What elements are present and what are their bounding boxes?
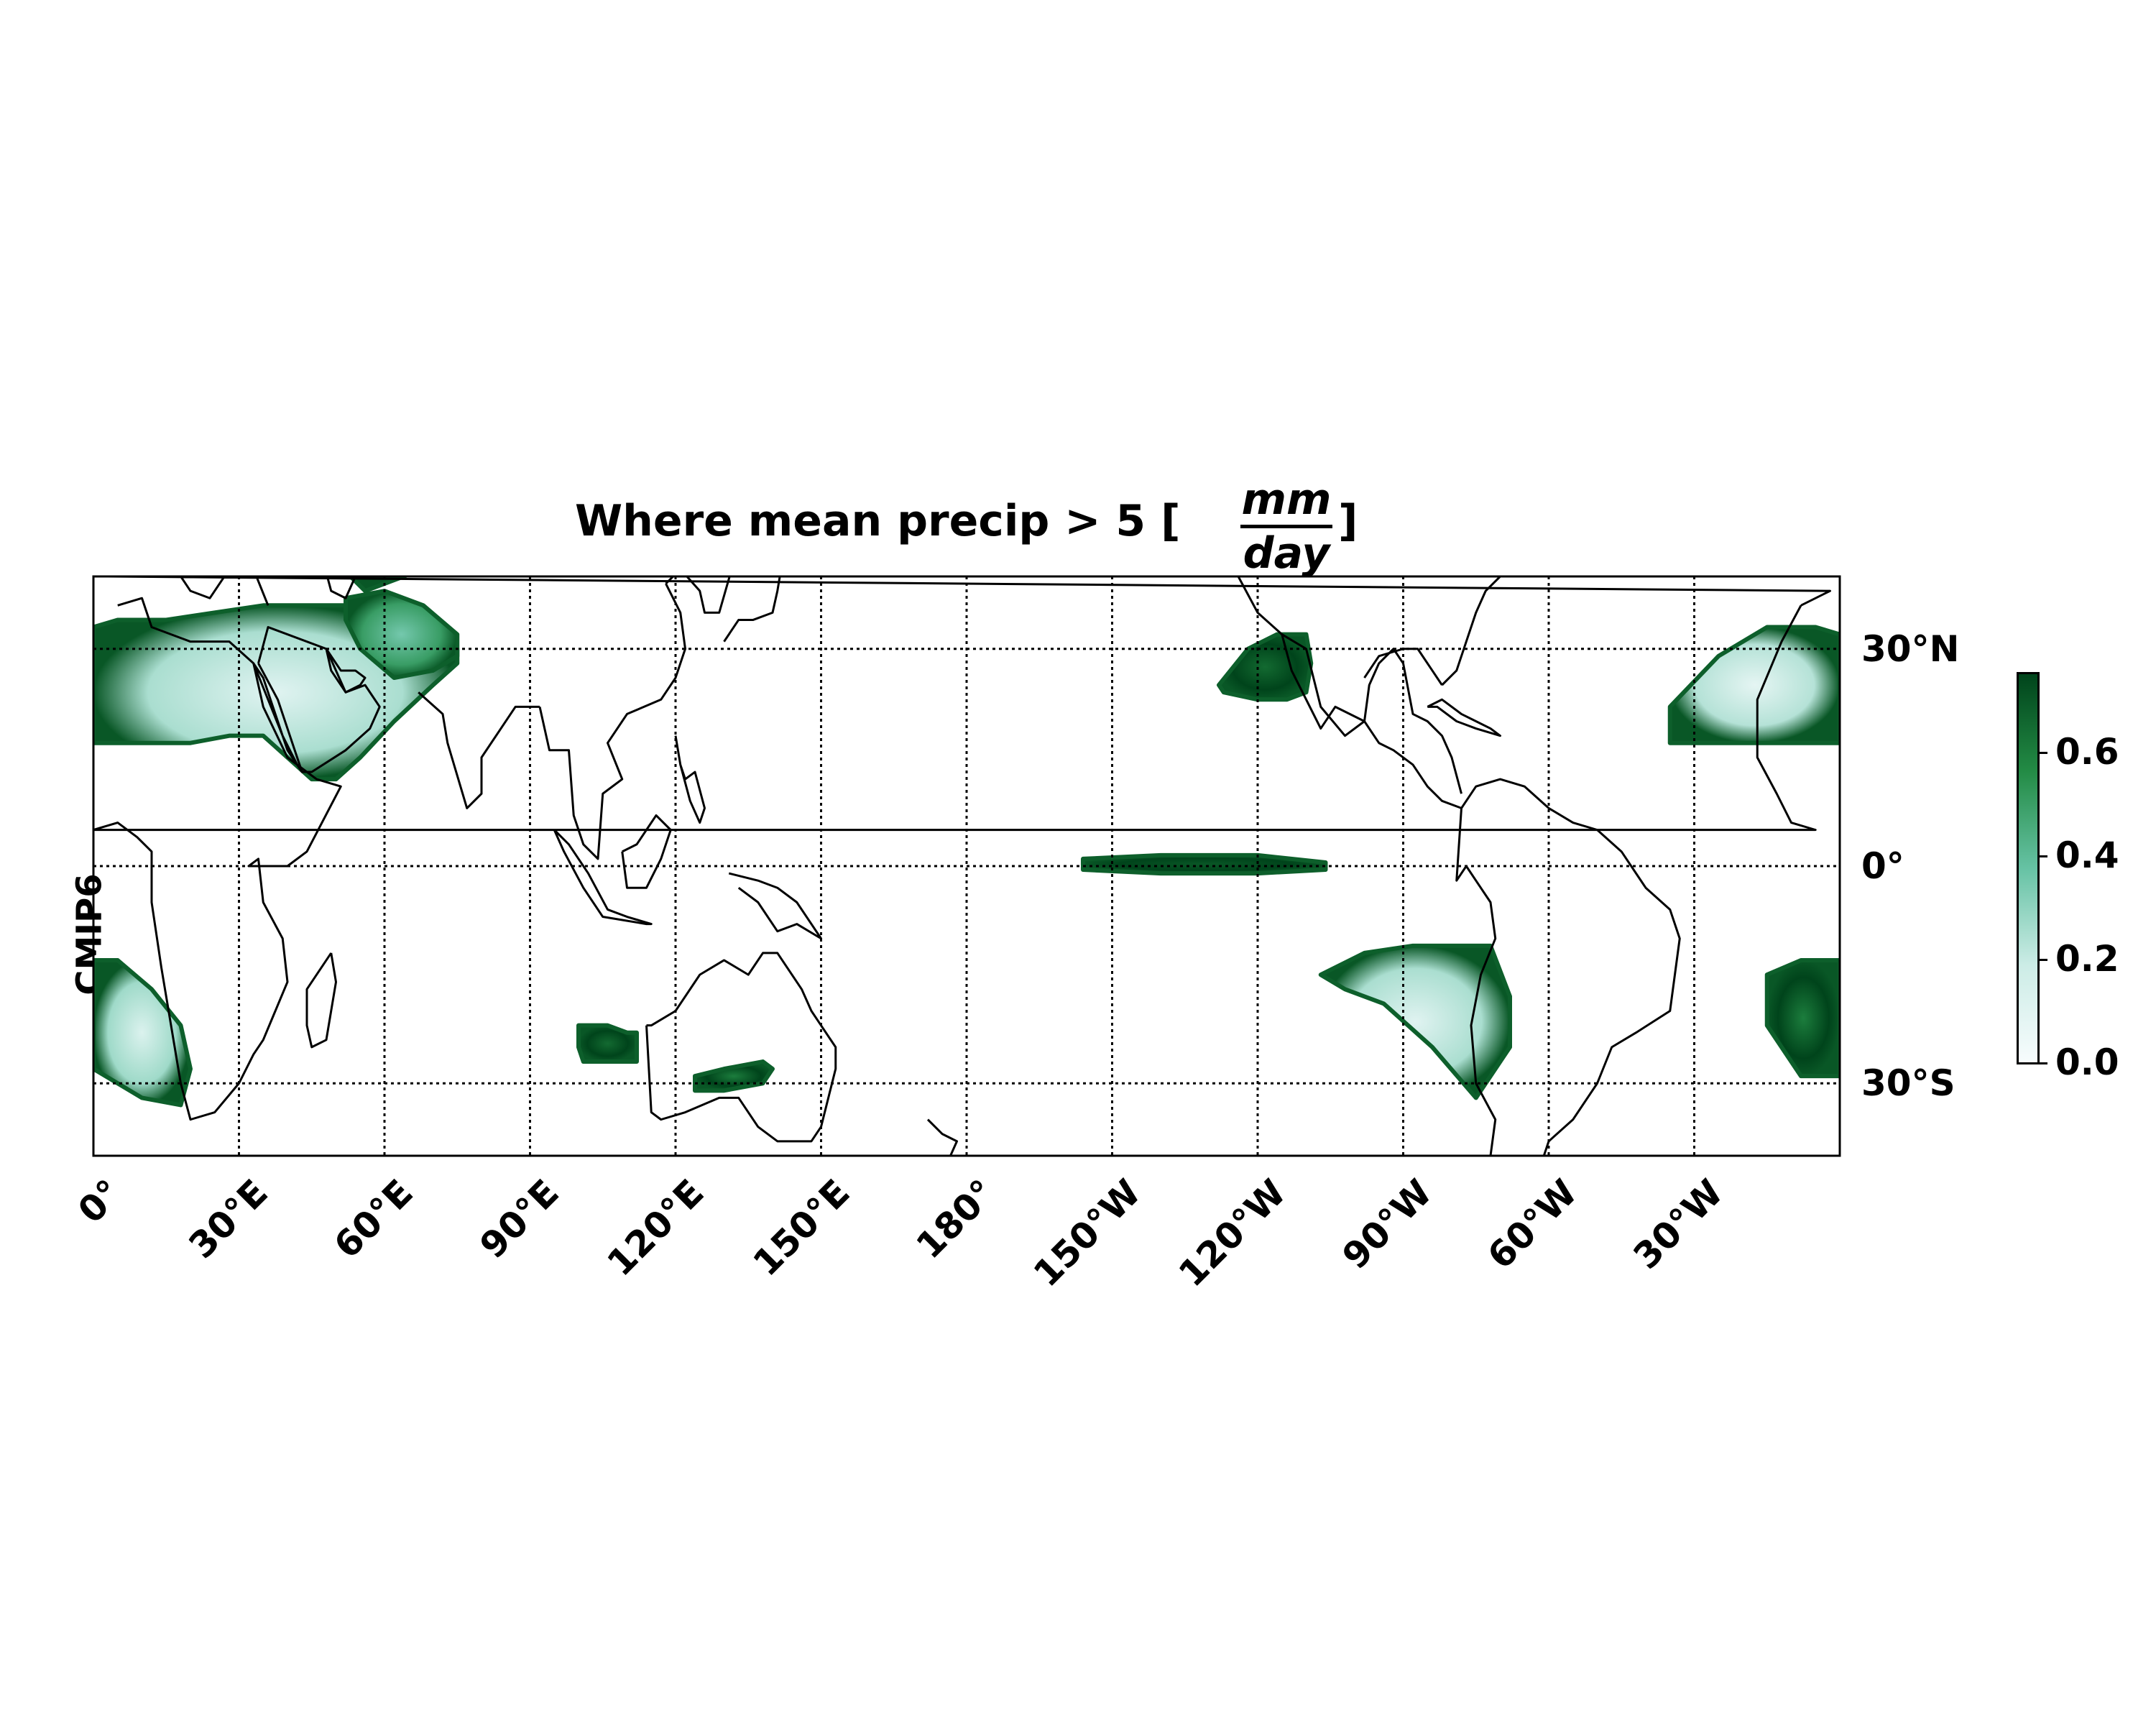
coastline-south-america — [1455, 778, 1681, 1156]
coastline-north-america-east — [1441, 576, 1502, 686]
title-close-bracket: ] — [1338, 496, 1358, 546]
region-south-indian-west-aus — [576, 1023, 639, 1064]
chart-title: Where mean precip > 5 [ mm day ] — [0, 476, 2156, 584]
coastline-red-sea — [252, 663, 303, 773]
gridlines — [93, 576, 1840, 1156]
colorbar-tick-label: 0.2 — [2055, 938, 2119, 980]
colorbar-tick-label: 0.0 — [2055, 1041, 2119, 1083]
coastline-africa-west-east — [93, 597, 1817, 1121]
coastline-australia — [645, 952, 837, 1143]
coastline-cuba-hispaniola — [1427, 698, 1501, 737]
coastline-central-america-mexico — [1281, 633, 1462, 809]
colorbar-tick — [2037, 959, 2047, 961]
coastline-europe-med-north — [106, 576, 1831, 607]
region-equatorial-pacific — [1081, 852, 1328, 876]
region-south-australia — [693, 1059, 775, 1093]
coastline-madagascar — [305, 952, 337, 1049]
region-east-pacific-north — [1217, 632, 1314, 702]
coastline-persian-gulf — [325, 648, 367, 694]
colorbar-tick — [2037, 855, 2047, 857]
region-south-africa-west — [93, 957, 193, 1108]
title-unit-numerator: mm — [1241, 474, 1332, 525]
coastline-east-asia-north — [665, 576, 731, 614]
coastline-florida-gulf — [1363, 648, 1443, 686]
title-unit-denominator: day — [1243, 528, 1330, 579]
lat-tick-label: 0° — [1861, 845, 1904, 887]
lat-tick-label: 30°S — [1861, 1062, 1955, 1105]
title-unit-fraction: mm day — [1236, 476, 1337, 577]
coastlines — [93, 424, 1831, 1156]
coastline-sumatra-java — [553, 829, 653, 926]
region-central-asia — [347, 576, 410, 594]
coastline-iceland-europe-north — [93, 439, 1820, 475]
coastline-new-zealand — [926, 1118, 958, 1156]
fraction-bar — [1240, 525, 1332, 528]
coastline-black-caspian — [229, 525, 292, 569]
precip-regions — [93, 576, 1840, 1108]
colorbar — [2017, 672, 2040, 1064]
coastline-north-america-west — [1237, 576, 1283, 635]
colorbar-tick — [2037, 1062, 2047, 1064]
coastline-india — [418, 691, 540, 809]
region-south-atlantic-east — [1764, 957, 1840, 1079]
region-north-atlantic-azores — [1667, 625, 1840, 745]
coastline-new-guinea — [728, 872, 822, 940]
coastline-borneo — [621, 814, 672, 889]
map-frame — [92, 575, 1841, 1157]
colorbar-tick-label: 0.6 — [2055, 731, 2119, 773]
region-southeast-pacific — [1318, 943, 1512, 1100]
colorbar-tick-label: 0.4 — [2055, 834, 2119, 876]
title-text: Where mean precip > 5 [ — [575, 496, 1181, 546]
coastline-japan — [723, 576, 781, 643]
coastline-philippines — [674, 735, 706, 824]
colorbar-tick — [2037, 752, 2047, 754]
region-arabia-north — [344, 589, 460, 681]
lat-tick-label: 30°N — [1861, 627, 1960, 670]
coastline-caspian — [326, 576, 356, 599]
coastline-southeast-asia — [538, 583, 686, 860]
coastline-greenland-tip — [1598, 424, 1670, 438]
